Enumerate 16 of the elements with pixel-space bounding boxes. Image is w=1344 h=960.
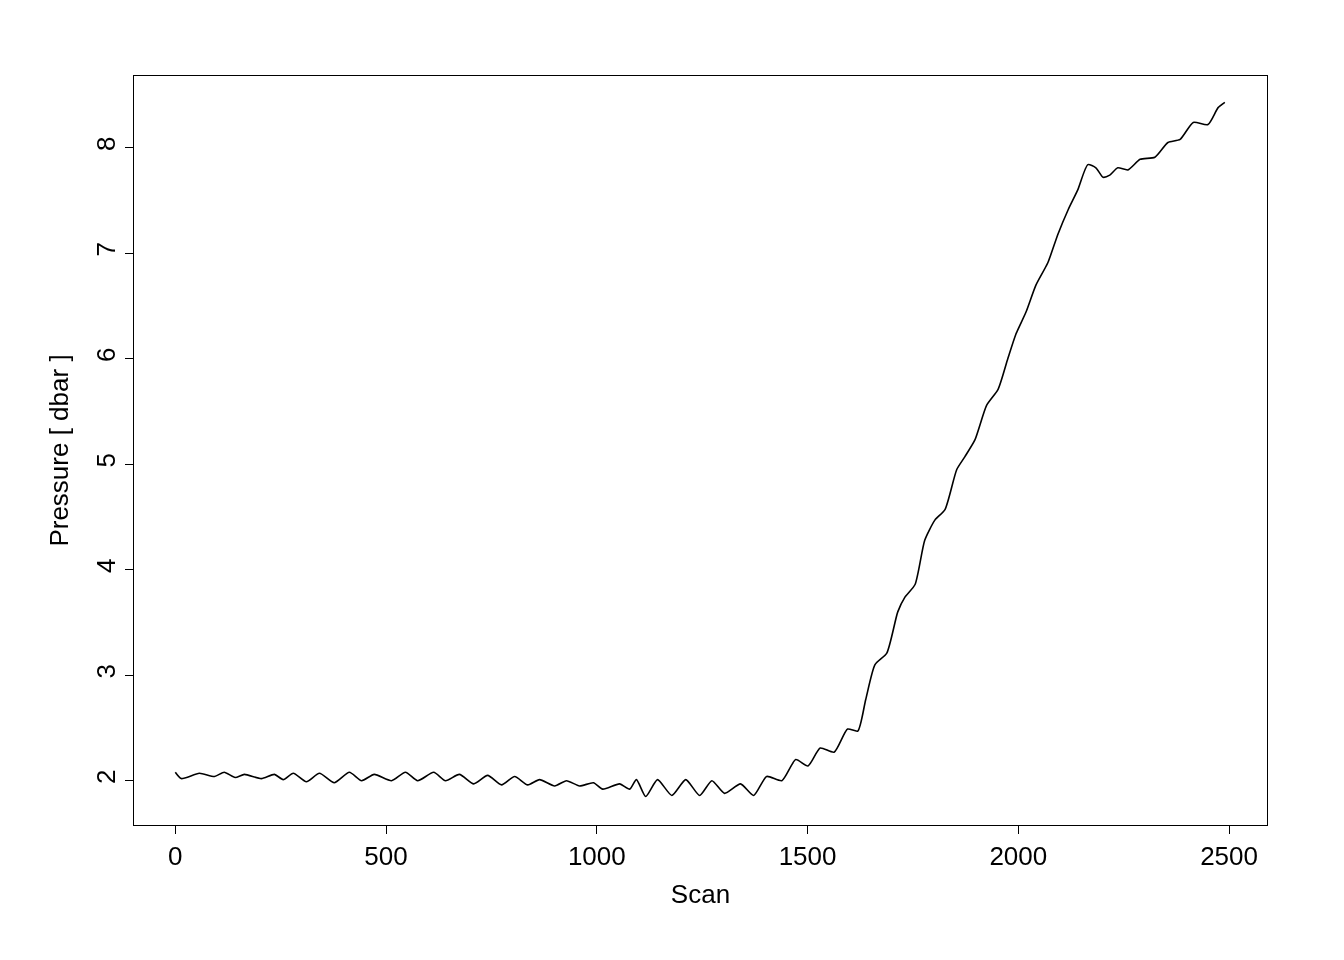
y-tick-label: 7 bbox=[90, 242, 121, 257]
x-tick-label: 1500 bbox=[778, 841, 837, 872]
y-tick-label: 5 bbox=[90, 453, 121, 468]
y-tick-label: 2 bbox=[90, 769, 121, 785]
x-tick-label: 1000 bbox=[567, 841, 626, 872]
y-tick-label: 4 bbox=[90, 558, 121, 574]
y-axis-title: Pressure [ dbar ] bbox=[43, 354, 74, 547]
y-tick-label: 8 bbox=[90, 136, 121, 152]
y-tick-label: 6 bbox=[90, 347, 121, 363]
x-tick-label: 2000 bbox=[989, 841, 1048, 872]
x-tick-label: 2500 bbox=[1200, 841, 1258, 872]
x-tick-label: 500 bbox=[364, 841, 408, 872]
x-axis-title: Scan bbox=[670, 879, 731, 909]
y-tick-label: 3 bbox=[90, 664, 121, 679]
x-tick-label: 0 bbox=[168, 841, 183, 872]
line-series bbox=[174, 101, 1226, 798]
